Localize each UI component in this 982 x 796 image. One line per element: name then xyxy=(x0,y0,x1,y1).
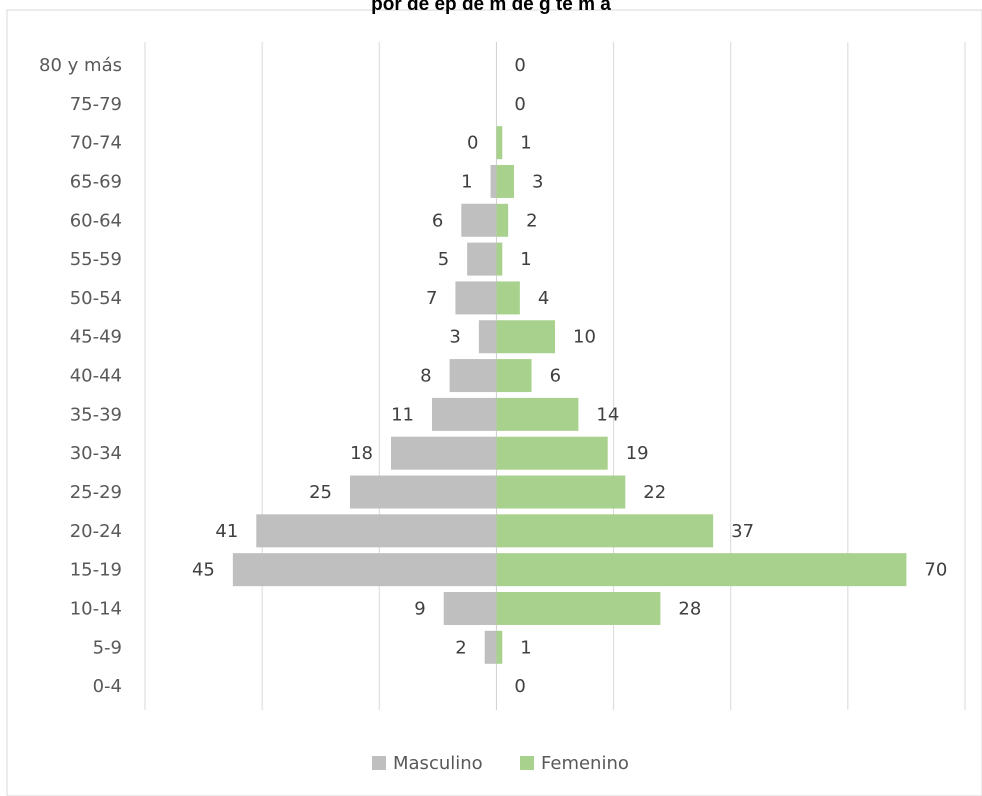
category-label-20-24: 20-24 xyxy=(70,521,122,542)
value-label-femenino-10-14: 28 xyxy=(678,598,701,619)
category-label-50-54: 50-54 xyxy=(70,288,122,309)
bar-masculino-60-64 xyxy=(461,203,497,237)
bar-femenino-15-19 xyxy=(496,553,907,587)
bar-masculino-30-34 xyxy=(391,436,497,470)
value-label-masculino-5-9: 2 xyxy=(455,637,466,658)
category-label-0-4: 0-4 xyxy=(93,676,122,697)
value-label-masculino-30-34: 18 xyxy=(350,443,373,464)
bar-masculino-55-59 xyxy=(467,242,497,276)
title-layer: por de ep de m de g te m a xyxy=(371,0,611,15)
value-label-masculino-20-24: 41 xyxy=(215,521,238,542)
bar-femenino-30-34 xyxy=(496,436,608,470)
bar-femenino-65-69 xyxy=(496,164,514,198)
bar-femenino-5-9 xyxy=(496,630,503,664)
category-label-30-34: 30-34 xyxy=(70,443,122,464)
bar-masculino-65-69 xyxy=(490,164,497,198)
value-label-femenino-80-y-mas: 0 xyxy=(514,55,525,76)
category-label-15-19: 15-19 xyxy=(70,560,122,581)
bar-femenino-20-24 xyxy=(496,514,714,548)
value-label-femenino-45-49: 10 xyxy=(573,327,596,348)
category-label-25-29: 25-29 xyxy=(70,482,122,503)
value-label-masculino-60-64: 6 xyxy=(432,210,443,231)
value-label-femenino-35-39: 14 xyxy=(596,404,619,425)
category-label-10-14: 10-14 xyxy=(70,598,122,619)
category-label-45-49: 45-49 xyxy=(70,327,122,348)
value-label-femenino-5-9: 1 xyxy=(520,637,531,658)
category-label-55-59: 55-59 xyxy=(70,249,122,270)
legend: Masculino Femenino xyxy=(372,753,629,774)
bar-masculino-40-44 xyxy=(449,359,497,393)
legend-label-femenino: Femenino xyxy=(541,753,629,774)
value-label-femenino-25-29: 22 xyxy=(643,482,666,503)
chart-title: por de ep de m de g te m a xyxy=(371,0,611,15)
legend-swatch-masculino xyxy=(372,756,386,770)
value-label-femenino-60-64: 2 xyxy=(526,210,537,231)
value-label-femenino-0-4: 0 xyxy=(514,676,525,697)
value-label-masculino-15-19: 45 xyxy=(192,560,215,581)
value-label-femenino-65-69: 3 xyxy=(532,171,543,192)
value-label-femenino-70-74: 1 xyxy=(520,133,531,154)
category-label-80-y-mas: 80 y más xyxy=(39,55,122,76)
bar-masculino-20-24 xyxy=(256,514,497,548)
bar-femenino-50-54 xyxy=(496,281,520,315)
value-label-masculino-45-49: 3 xyxy=(449,327,460,348)
value-label-masculino-35-39: 11 xyxy=(391,404,414,425)
value-label-femenino-15-19: 70 xyxy=(924,560,947,581)
legend-swatch-femenino xyxy=(520,756,534,770)
value-label-masculino-25-29: 25 xyxy=(309,482,332,503)
value-label-femenino-75-79: 0 xyxy=(514,94,525,115)
category-label-60-64: 60-64 xyxy=(70,210,122,231)
category-label-75-79: 75-79 xyxy=(70,94,122,115)
value-label-femenino-55-59: 1 xyxy=(520,249,531,270)
value-label-femenino-30-34: 19 xyxy=(626,443,649,464)
value-label-masculino-50-54: 7 xyxy=(426,288,437,309)
value-label-masculino-40-44: 8 xyxy=(420,366,431,387)
bar-femenino-10-14 xyxy=(496,591,661,625)
bar-femenino-35-39 xyxy=(496,397,579,431)
value-label-masculino-65-69: 1 xyxy=(461,171,472,192)
bar-masculino-10-14 xyxy=(443,591,497,625)
value-label-femenino-50-54: 4 xyxy=(538,288,549,309)
value-label-masculino-55-59: 5 xyxy=(438,249,449,270)
category-labels: 80 y más 75-79 70-74 65-69 60-64 55-59 50-54 45… xyxy=(39,55,122,697)
bar-masculino-15-19 xyxy=(232,553,497,587)
value-label-masculino-70-74: 0 xyxy=(467,133,478,154)
bar-femenino-55-59 xyxy=(496,242,503,276)
bar-masculino-25-29 xyxy=(350,475,497,509)
bars-layer xyxy=(232,126,907,664)
category-label-5-9: 5-9 xyxy=(93,637,122,658)
category-label-35-39: 35-39 xyxy=(70,404,122,425)
category-label-40-44: 40-44 xyxy=(70,366,122,387)
bar-femenino-25-29 xyxy=(496,475,626,509)
chart-border xyxy=(6,9,982,796)
category-label-65-69: 65-69 xyxy=(70,171,122,192)
category-label-70-74: 70-74 xyxy=(70,133,122,154)
bar-femenino-45-49 xyxy=(496,320,555,354)
value-label-masculino-10-14: 9 xyxy=(414,598,425,619)
legend-label-masculino: Masculino xyxy=(393,753,483,774)
bar-masculino-5-9 xyxy=(484,630,497,664)
bar-masculino-45-49 xyxy=(478,320,497,354)
bar-masculino-50-54 xyxy=(455,281,497,315)
bar-femenino-70-74 xyxy=(496,126,503,160)
value-label-femenino-20-24: 37 xyxy=(731,521,754,542)
bar-femenino-60-64 xyxy=(496,203,509,237)
bar-masculino-35-39 xyxy=(432,397,497,431)
bar-femenino-40-44 xyxy=(496,359,532,393)
value-label-femenino-40-44: 6 xyxy=(550,366,561,387)
